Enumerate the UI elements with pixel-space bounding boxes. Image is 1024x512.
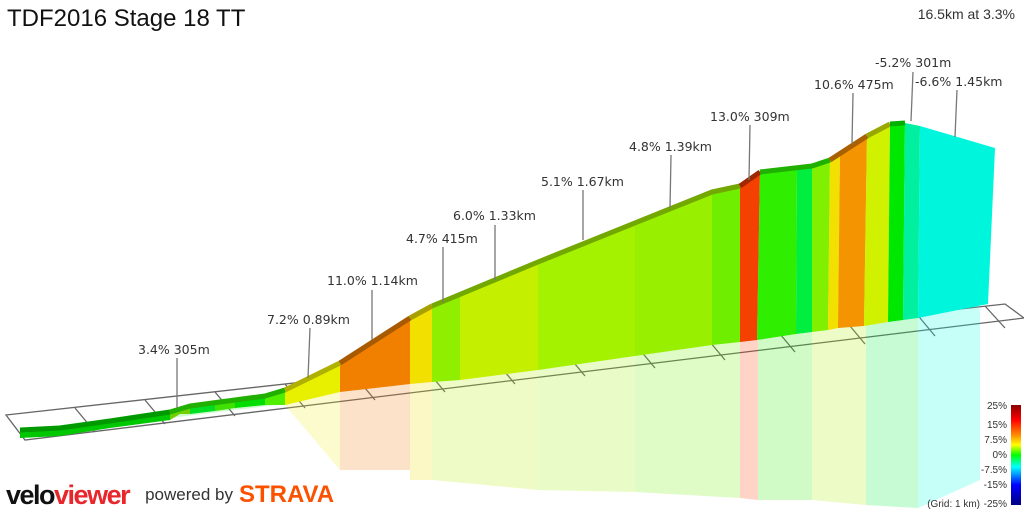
profile-top-edge [19, 120, 906, 433]
veloviewer-logo[interactable]: veloviewer [6, 479, 131, 510]
annotation-label: 7.2% 0.89km [267, 312, 350, 327]
annotation-labels: 3.4% 305m 7.2% 0.89km 11.0% 1.14km 4.7% … [138, 55, 1003, 357]
annotation-label: -6.6% 1.45km [915, 74, 1003, 89]
profile-segments [20, 123, 995, 438]
annotation-label: 4.7% 415m [406, 231, 478, 246]
legend-tick: 7.5% [984, 435, 1007, 446]
page-title: TDF2016 Stage 18 TT [7, 5, 246, 32]
annotation-label: 13.0% 309m [710, 109, 790, 124]
annotation-label: 3.4% 305m [138, 342, 210, 357]
annotation-label: 6.0% 1.33km [453, 208, 536, 223]
legend-tick: -15% [984, 480, 1007, 491]
legend-tick: -7.5% [981, 465, 1007, 476]
grid-scale-note: (Grid: 1 km) [927, 499, 980, 510]
annotation-label: -5.2% 301m [875, 55, 951, 70]
annotation-label: 11.0% 1.14km [327, 273, 418, 288]
legend-tick: -25% [984, 499, 1007, 510]
powered-by-text: powered by [145, 485, 233, 504]
gradient-legend: 25% 15% 7.5% 0% -7.5% -15% -25% (Grid: 1… [927, 401, 1021, 510]
annotation-label: 5.1% 1.67km [541, 174, 624, 189]
legend-tick: 0% [993, 450, 1008, 461]
legend-tick: 15% [987, 420, 1007, 431]
annotation-label: 10.6% 475m [814, 77, 894, 92]
footer-branding: veloviewer powered by STRAVA [6, 480, 334, 510]
strava-logo[interactable]: STRAVA [238, 481, 335, 508]
legend-tick: 25% [987, 401, 1007, 412]
gradient-color-bar [1011, 405, 1021, 505]
route-summary: 16.5km at 3.3% [917, 6, 1015, 22]
annotation-leaders [176, 71, 958, 408]
annotation-label: 4.8% 1.39km [629, 139, 712, 154]
